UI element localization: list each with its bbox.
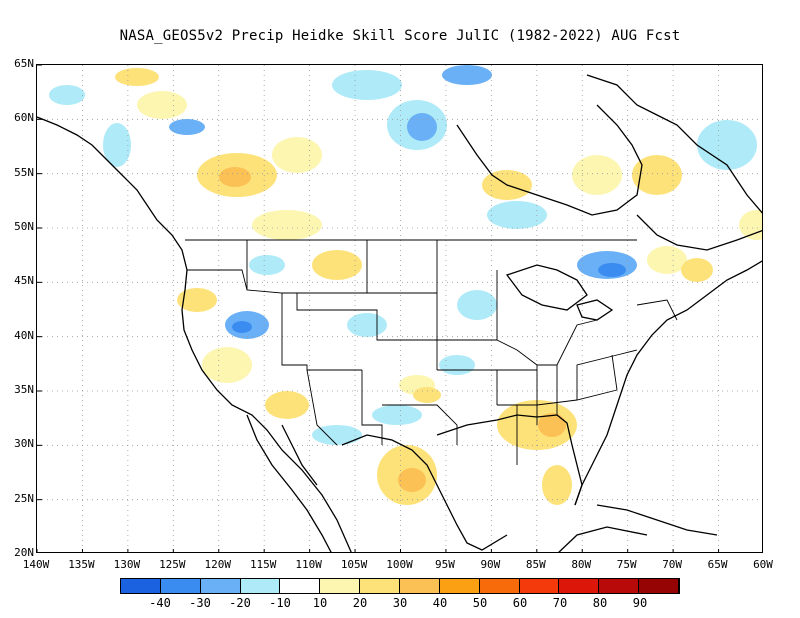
- colorbar-swatch: [559, 579, 600, 593]
- colorbar-tick-label: 30: [392, 596, 408, 610]
- lon-tick-label: 125W: [159, 558, 186, 571]
- colorbar-tick-label: 80: [592, 596, 608, 610]
- colorbar-swatch: [439, 579, 480, 593]
- colorbar-swatch: [639, 579, 680, 593]
- lon-tick-label: 115W: [249, 558, 277, 571]
- lon-tick-label: 135W: [68, 558, 95, 571]
- lat-tick-label: 30N: [14, 437, 34, 451]
- skill-score-map: [37, 65, 762, 552]
- lon-tick-label: 140W: [22, 558, 50, 571]
- lon-tick-label: 85W: [525, 558, 546, 571]
- axis-ticks: [37, 65, 720, 552]
- colorbar-tick-label: -20: [229, 596, 251, 610]
- lat-tick-label: 60N: [14, 111, 34, 125]
- political-boundaries: [185, 239, 678, 465]
- colorbar-swatch: [400, 579, 440, 593]
- colorbar-tick-label: 90: [632, 596, 648, 610]
- colorbar-tick-label: -30: [189, 596, 211, 610]
- lon-tick-label: 100W: [386, 558, 413, 571]
- lat-tick-label: 45N: [14, 274, 34, 288]
- lon-tick-label: 60W: [753, 558, 773, 571]
- colorbar-swatch: [240, 579, 281, 593]
- colorbar-swatch: [121, 579, 161, 593]
- colorbar-tick-label: 10: [312, 596, 328, 610]
- lon-tick-label: 130W: [113, 558, 141, 571]
- lon-tick-label: 120W: [204, 558, 232, 571]
- colorbar-swatch: [200, 579, 241, 593]
- lat-tick-label: 50N: [14, 220, 34, 233]
- lon-tick-label: 95W: [435, 558, 455, 571]
- map-panel: [36, 64, 763, 553]
- colorbar-swatch: [360, 579, 401, 593]
- colorbar-tick-label: -10: [269, 596, 291, 610]
- colorbar-swatch: [280, 579, 321, 593]
- coastlines: [37, 74, 762, 552]
- colorbar-tick-label: 20: [352, 596, 368, 610]
- skill-field: [49, 65, 762, 505]
- colorbar-tick-label: -40: [149, 596, 171, 610]
- lon-tick-label: 90W: [480, 558, 501, 571]
- lat-tick-label: 20N: [14, 546, 34, 559]
- colorbar-swatch: [599, 579, 640, 593]
- lat-tick-label: 40N: [14, 328, 34, 342]
- colorbar-tick-label: 40: [432, 596, 448, 610]
- lon-tick-label: 80W: [571, 558, 592, 571]
- lon-tick-label: 70W: [662, 558, 683, 571]
- colorbar-swatch: [160, 579, 201, 593]
- colorbar: [120, 578, 680, 594]
- lon-tick-label: 110W: [295, 558, 322, 571]
- colorbar-tick-label: 70: [552, 596, 568, 610]
- colorbar-swatch: [320, 579, 361, 593]
- colorbar-tick-label: 60: [512, 596, 528, 610]
- lat-tick-label: 35N: [14, 383, 34, 396]
- colorbar-swatch: [479, 579, 520, 593]
- colorbar-tick-label: 50: [472, 596, 488, 610]
- lon-tick-label: 75W: [616, 558, 637, 571]
- lon-tick-label: 105W: [340, 558, 368, 571]
- lat-tick-label: 55N: [14, 165, 34, 179]
- chart-title: NASA_GEOS5v2 Precip Heidke Skill Score J…: [119, 28, 681, 44]
- lon-tick-label: 65W: [707, 558, 728, 571]
- lat-tick-label: 65N: [14, 57, 34, 70]
- graticule: [37, 65, 762, 552]
- colorbar-swatch: [519, 579, 560, 593]
- lat-tick-label: 25N: [14, 491, 34, 505]
